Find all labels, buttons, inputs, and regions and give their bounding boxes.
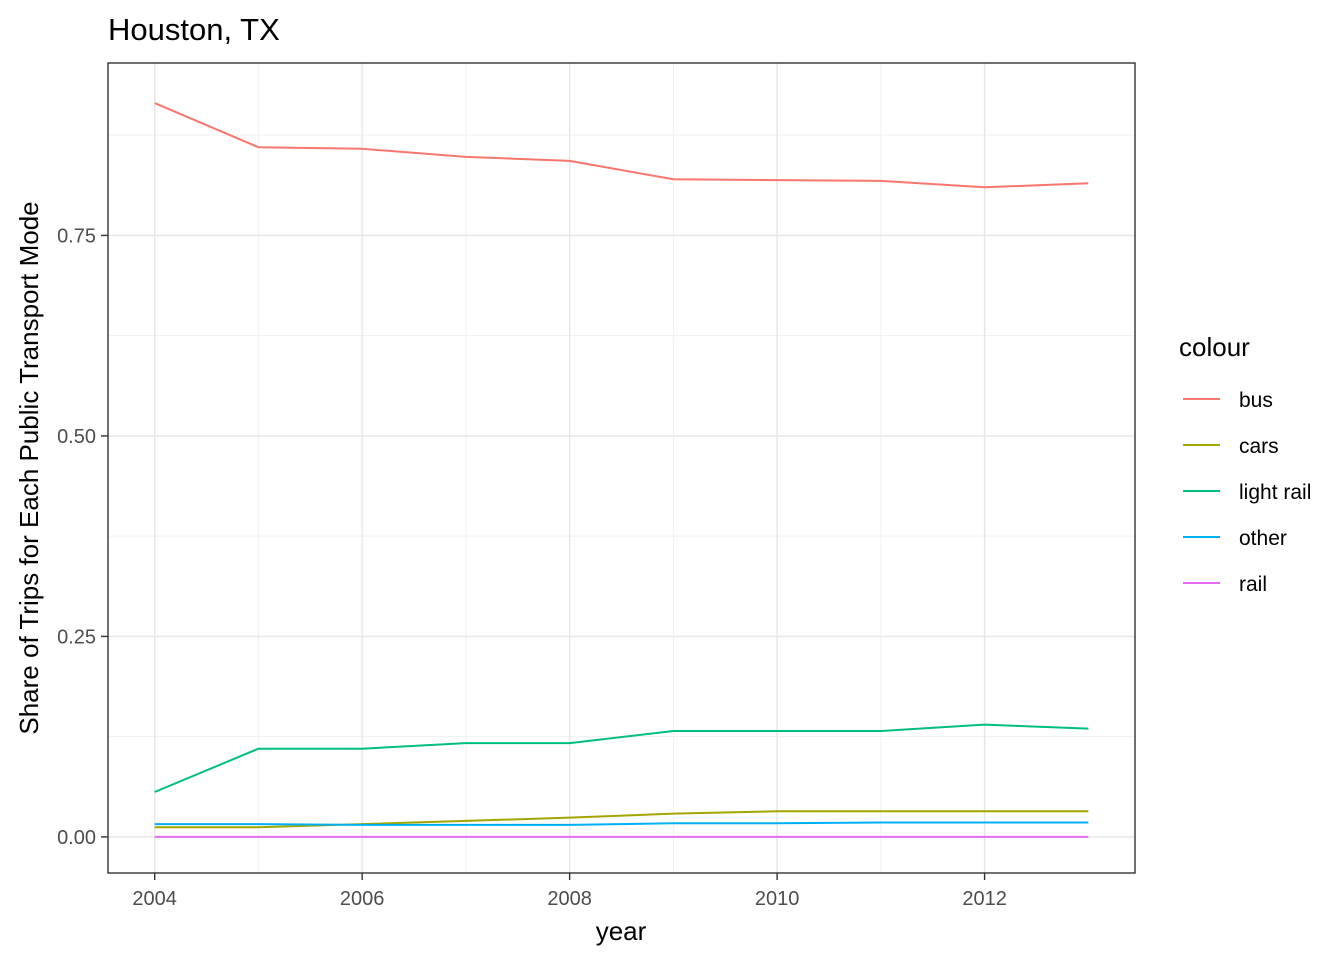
legend-label: rail xyxy=(1239,573,1267,596)
legend-label: cars xyxy=(1239,435,1279,458)
y-tick-label: 0.50 xyxy=(57,426,96,448)
x-axis-title: year xyxy=(596,916,647,946)
y-axis-title: Share of Trips for Each Public Transport… xyxy=(14,201,44,734)
legend-label: bus xyxy=(1239,389,1273,412)
x-tick-label: 2004 xyxy=(132,888,177,910)
legend-label: light rail xyxy=(1239,481,1311,504)
plot-panel-border xyxy=(107,62,1136,874)
axis-layer: 2004 2006 2008 2010 2012 0.00 0.25 0.50 0.75 xyxy=(57,225,1007,910)
x-tick-label: 2012 xyxy=(962,888,1007,910)
x-tick-label: 2010 xyxy=(755,888,800,910)
legend-label: other xyxy=(1239,527,1287,550)
series-line-cars xyxy=(154,810,1089,829)
legend: colour bus cars light rail other rail xyxy=(1179,332,1311,596)
series-layer xyxy=(154,102,1089,838)
legend-items: bus cars light rail other rail xyxy=(1183,389,1311,596)
y-tick-label: 0.25 xyxy=(57,626,96,648)
series-line-other xyxy=(154,821,1089,826)
y-tick-label: 0.75 xyxy=(57,225,96,247)
chart-title: Houston, TX xyxy=(108,12,280,47)
series-line-light-rail xyxy=(154,723,1089,793)
x-tick-label: 2008 xyxy=(547,888,592,910)
series-line-bus xyxy=(154,102,1089,189)
legend-title: colour xyxy=(1179,332,1250,362)
y-tick-label: 0.00 xyxy=(57,827,96,849)
x-tick-label: 2006 xyxy=(340,888,385,910)
grid-layer xyxy=(108,63,1135,873)
